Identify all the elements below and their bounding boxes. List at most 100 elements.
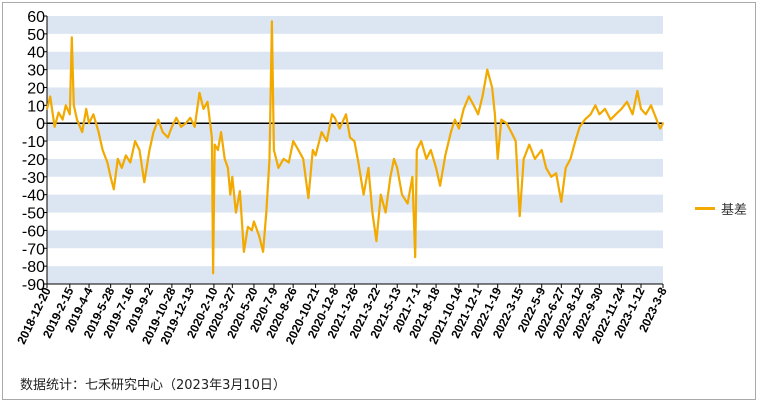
data-point <box>655 118 658 121</box>
data-point <box>662 122 664 125</box>
data-point <box>106 161 109 164</box>
data-point <box>371 211 374 214</box>
data-point <box>491 86 493 89</box>
data-point <box>604 108 606 110</box>
data-point <box>636 90 639 92</box>
data-point <box>206 100 209 103</box>
y-tick-label: 60 <box>27 9 45 26</box>
data-point <box>112 188 115 191</box>
data-point <box>138 149 141 151</box>
data-point <box>262 250 265 253</box>
data-point <box>569 158 572 160</box>
data-point <box>477 113 479 116</box>
data-point <box>124 154 127 157</box>
y-tick-label: -80 <box>22 259 45 276</box>
data-point <box>320 131 323 134</box>
data-point <box>401 193 403 196</box>
data-point <box>251 229 253 232</box>
data-point <box>560 200 563 203</box>
grid-band <box>47 87 663 106</box>
data-point <box>253 220 255 223</box>
data-point <box>61 118 64 121</box>
y-tick-label: -30 <box>22 170 45 187</box>
data-point <box>614 113 617 116</box>
data-point <box>227 166 229 169</box>
data-point <box>101 149 104 151</box>
data-point <box>620 108 623 110</box>
x-axis: 2018-12-202019-2-152019-4-42019-5-282019… <box>14 283 670 346</box>
data-point <box>609 118 612 121</box>
data-point <box>120 166 123 169</box>
y-tick-label: -20 <box>22 152 45 169</box>
data-point <box>389 175 392 178</box>
data-point <box>457 127 460 130</box>
data-point <box>435 166 437 169</box>
data-point <box>578 125 581 128</box>
data-point <box>239 190 241 192</box>
data-point <box>481 95 484 98</box>
data-point <box>277 166 280 169</box>
data-point <box>496 158 499 160</box>
data-point <box>453 118 456 121</box>
data-point <box>411 175 414 178</box>
data-point <box>72 104 75 107</box>
data-point <box>555 172 558 175</box>
data-point <box>220 131 223 134</box>
data-point <box>53 125 56 128</box>
data-point <box>235 211 237 214</box>
data-point <box>379 193 382 196</box>
data-point <box>514 140 517 142</box>
data-point <box>357 161 360 164</box>
data-point <box>189 116 192 119</box>
data-point <box>362 193 365 196</box>
data-point <box>175 116 178 119</box>
data-point <box>231 175 234 178</box>
data-point <box>534 158 536 160</box>
legend-label: 基差 <box>721 203 748 218</box>
data-point <box>345 113 347 116</box>
y-tick-label: -10 <box>22 134 45 151</box>
data-point <box>49 95 52 98</box>
data-point <box>170 125 173 128</box>
data-point <box>574 140 577 142</box>
data-point <box>522 158 525 160</box>
data-point <box>243 250 245 253</box>
data-point <box>148 149 151 151</box>
data-point <box>157 118 160 121</box>
data-point <box>467 95 470 98</box>
data-point <box>202 108 205 110</box>
data-point <box>444 154 447 157</box>
data-point <box>564 166 567 169</box>
data-point <box>659 127 662 130</box>
data-point <box>198 91 201 94</box>
data-point <box>307 197 310 200</box>
data-point <box>425 158 428 160</box>
data-point <box>384 211 387 214</box>
data-point <box>184 122 187 125</box>
data-point <box>46 108 48 110</box>
data-point <box>311 149 314 151</box>
data-point <box>116 158 119 160</box>
data-point <box>353 140 356 142</box>
data-point <box>57 111 60 114</box>
data-point <box>472 104 475 107</box>
y-tick-label: 50 <box>27 27 45 44</box>
data-point <box>273 149 275 151</box>
data-point <box>297 149 300 151</box>
data-point <box>85 108 88 110</box>
data-point <box>129 161 132 164</box>
data-point <box>518 215 521 218</box>
data-point <box>406 202 409 205</box>
data-point <box>396 166 399 169</box>
data-point <box>258 234 261 237</box>
data-point <box>217 149 219 151</box>
data-point <box>462 108 465 110</box>
grid-band <box>47 158 663 177</box>
series-group <box>45 20 664 275</box>
data-point <box>493 113 496 116</box>
data-point <box>247 225 249 228</box>
data-point <box>325 140 328 142</box>
data-point <box>415 149 418 151</box>
data-point <box>287 161 290 164</box>
